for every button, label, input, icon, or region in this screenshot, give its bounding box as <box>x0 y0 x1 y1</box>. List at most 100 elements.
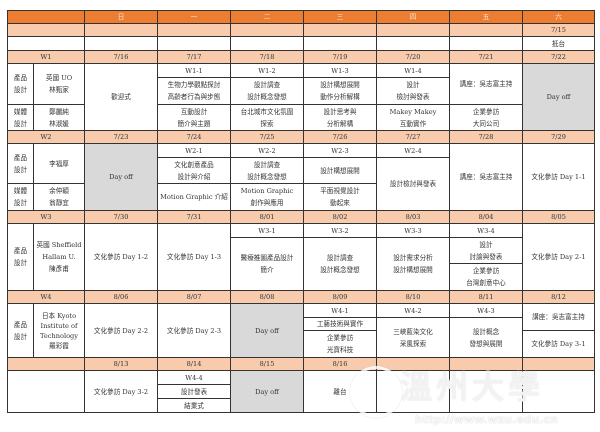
event-cell: 設計調查 設計概念發想 <box>303 237 377 291</box>
event-cell: 設計調查 設計概念發想 <box>230 77 304 105</box>
blank-cell <box>522 370 595 413</box>
session-code: W1-2 <box>230 63 304 78</box>
event-cell: 文化參訪 Day 2-2 <box>84 303 158 358</box>
event-cell: 文化參訪 Day 1-1 <box>522 143 595 211</box>
instructor-names: 英國 Sheffield Hallam U. 陳彥甫 <box>33 223 85 291</box>
instructor-names: 李福厚 <box>33 143 85 184</box>
event-cell: 企業參訪 台灣創意中心 <box>449 263 523 291</box>
week-label: W2 <box>7 130 85 144</box>
date-cell: 7/17 <box>157 50 231 64</box>
event-cell: 設計檢討與發表 <box>376 157 450 211</box>
date-cell: 7/23 <box>84 130 158 144</box>
group-label: 媒體 設計 <box>7 104 34 131</box>
pre-date-row: 7/15 <box>7 23 595 37</box>
session-code: W4-3 <box>449 303 523 318</box>
blank-cell <box>7 357 85 371</box>
event-cell: 台北城市文化氛圍 探索 <box>230 104 304 131</box>
instructor-names: 鄭麗純 林淑媛 <box>33 104 85 131</box>
date-cell: 7/27 <box>376 130 450 144</box>
lecture-cell: 講座：吳志富主持 <box>449 63 523 105</box>
blank-cell <box>84 36 158 51</box>
date-cell: 8/03 <box>376 210 450 224</box>
date-cell: 8/12 <box>522 290 595 304</box>
event-cell: 設計發表 <box>157 384 231 399</box>
event-cell: 文化參訪 Day 1-3 <box>157 223 231 291</box>
schedule-table: 日 一 二 三 四 五 六 7/15 抵台 W1 7/16 7/17 7/18 7/1… <box>7 10 595 413</box>
blank-cell <box>449 357 523 371</box>
blank-cell <box>376 36 450 51</box>
date-cell: 7/25 <box>230 130 304 144</box>
date-cell: 8/04 <box>449 210 523 224</box>
event-cell: 文化參訪 Day 2-1 <box>522 223 595 291</box>
blank-cell <box>449 23 523 37</box>
session-code: W1-4 <box>376 63 450 78</box>
date-cell: 8/15 <box>230 357 304 371</box>
date-cell: 8/13 <box>84 357 158 371</box>
event-cell: 設計 討論與發表 <box>449 237 523 264</box>
date-cell: 7/19 <box>303 50 377 64</box>
instructor-names: 英國 UO 林甄家 <box>33 63 85 105</box>
date-cell: 8/06 <box>84 290 158 304</box>
session-code: W3-1 <box>230 223 304 238</box>
event-cell: 文化參訪 Day 1-2 <box>84 223 158 291</box>
day-off-cell: Day off <box>230 303 304 358</box>
date-cell: 8/02 <box>303 210 377 224</box>
event-cell: 離台 <box>303 370 377 413</box>
weekday-thu: 四 <box>376 10 450 24</box>
event-cell: 生物力學觀點探討 高齡者行為與步態 <box>157 77 231 105</box>
blank-cell <box>449 36 523 51</box>
event-cell: 設計調查 設計概念發想 <box>230 157 304 184</box>
header-corner <box>7 10 85 24</box>
date-cell: 8/11 <box>449 290 523 304</box>
event-cell: 工藝技術與實作 <box>303 317 377 331</box>
event-cell: 結業式 <box>157 398 231 413</box>
event-cell: 設計構想展開 <box>303 157 377 184</box>
event-cell: 企業參訪 光寶科技 <box>303 330 377 358</box>
event-cell: Motion Graphic 介紹 <box>157 183 231 211</box>
weekday-tue: 二 <box>230 10 304 24</box>
event-cell: 設計構想展開 動作分析解構 <box>303 77 377 105</box>
day-off-cell: Day off <box>522 63 595 131</box>
event-cell: 醫療推圖產品設計 簡介 <box>230 237 304 291</box>
blank-cell <box>376 357 450 371</box>
group-label: 產品 設計 <box>7 63 34 105</box>
date-cell: 7/20 <box>376 50 450 64</box>
lecture-cell: 講座：吳志富主持 <box>449 143 523 211</box>
event-cell: 文化創意產品 設計與介紹 <box>157 157 231 184</box>
date-cell: 8/14 <box>157 357 231 371</box>
instructor-names: 余仲穎 翁靜宜 <box>33 183 85 211</box>
day-off-cell: Day off <box>230 370 304 413</box>
date-cell: 7/26 <box>303 130 377 144</box>
date-cell: 7/28 <box>449 130 523 144</box>
date-cell: 7/15 <box>522 23 595 37</box>
week-label: W3 <box>7 210 85 224</box>
week-date-row: W1 7/16 7/17 7/18 7/19 7/20 7/21 7/22 <box>7 50 595 64</box>
lecture-cell: 講座：吳志富主持 <box>522 303 595 331</box>
session-code: W4-1 <box>303 303 377 318</box>
date-cell: 8/09 <box>303 290 377 304</box>
week-date-row: W4 8/06 8/07 8/08 8/09 8/10 8/11 8/12 <box>7 290 595 304</box>
event-cell: Motion Graphic 創作與應用 <box>230 183 304 211</box>
date-cell: 7/18 <box>230 50 304 64</box>
session-code: W3-2 <box>303 223 377 238</box>
event-cell: 互動設計 簡介與主題 <box>157 104 231 131</box>
event-cell: Makey Makey 互動實作 <box>376 104 450 131</box>
week-date-row: 8/13 8/14 8/15 8/16 <box>7 357 595 371</box>
blank-cell <box>522 357 595 371</box>
date-cell: 8/16 <box>303 357 377 371</box>
blank-cell <box>230 36 304 51</box>
weekday-mon: 一 <box>157 10 231 24</box>
blank-cell <box>376 370 450 413</box>
blank-cell <box>84 23 158 37</box>
weekday-sun: 日 <box>84 10 158 24</box>
blank-cell <box>449 370 523 413</box>
date-cell: 7/30 <box>84 210 158 224</box>
session-code: W3-4 <box>449 223 523 238</box>
day-off-cell: Day off <box>84 143 158 211</box>
blank-cell <box>157 23 231 37</box>
date-cell: 7/24 <box>157 130 231 144</box>
week-date-row: W3 7/30 7/31 8/01 8/02 8/03 8/04 8/05 <box>7 210 595 224</box>
university-url-watermark: http://www.wzu.edu.cn <box>415 413 558 426</box>
blank-cell <box>376 23 450 37</box>
instructor-names: 日本 Kyoto Institute of Technology 羅彩霞 <box>33 303 85 358</box>
